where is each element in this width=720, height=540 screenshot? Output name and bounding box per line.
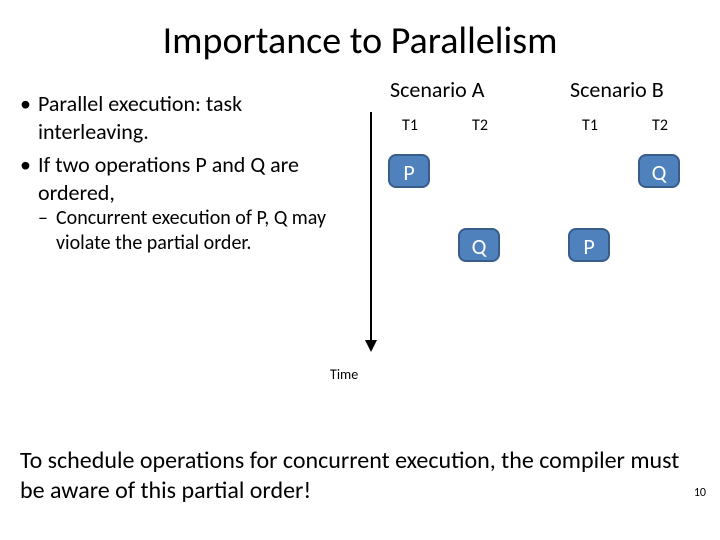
- node-a-p: P: [388, 154, 430, 188]
- sub-bullet-1: Concurrent execution of P, Q may violate…: [38, 206, 340, 256]
- node-b-q: Q: [638, 154, 680, 188]
- bullet-block: Parallel execution: task interleaving. I…: [20, 90, 340, 262]
- slide-title: Importance to Parallelism: [0, 18, 720, 64]
- diagram: Time Scenario A Scenario B T1 T2 T1 T2 P…: [360, 76, 700, 376]
- time-label: Time: [330, 366, 358, 383]
- page-number: 10: [694, 486, 706, 500]
- scenario-a-label: Scenario A: [390, 76, 484, 103]
- time-arrow: [365, 112, 377, 390]
- scenario-b-t2: T2: [640, 116, 680, 135]
- scenario-a-t2: T2: [460, 116, 500, 135]
- time-arrow-head: [365, 340, 377, 352]
- bullet-2-text: If two operations P and Q are ordered,: [38, 151, 299, 206]
- node-b-p: P: [568, 228, 610, 262]
- scenario-a-t1: T1: [390, 116, 430, 135]
- node-a-q: Q: [458, 228, 500, 262]
- bullet-2: If two operations P and Q are ordered, C…: [20, 151, 340, 256]
- slide: Importance to Parallelism Parallel execu…: [0, 0, 720, 540]
- scenario-b-label: Scenario B: [570, 76, 664, 103]
- bullet-1: Parallel execution: task interleaving.: [20, 90, 340, 145]
- footer-text: To schedule operations for concurrent ex…: [20, 446, 700, 506]
- scenario-b-t1: T1: [570, 116, 610, 135]
- time-arrow-line: [370, 112, 372, 342]
